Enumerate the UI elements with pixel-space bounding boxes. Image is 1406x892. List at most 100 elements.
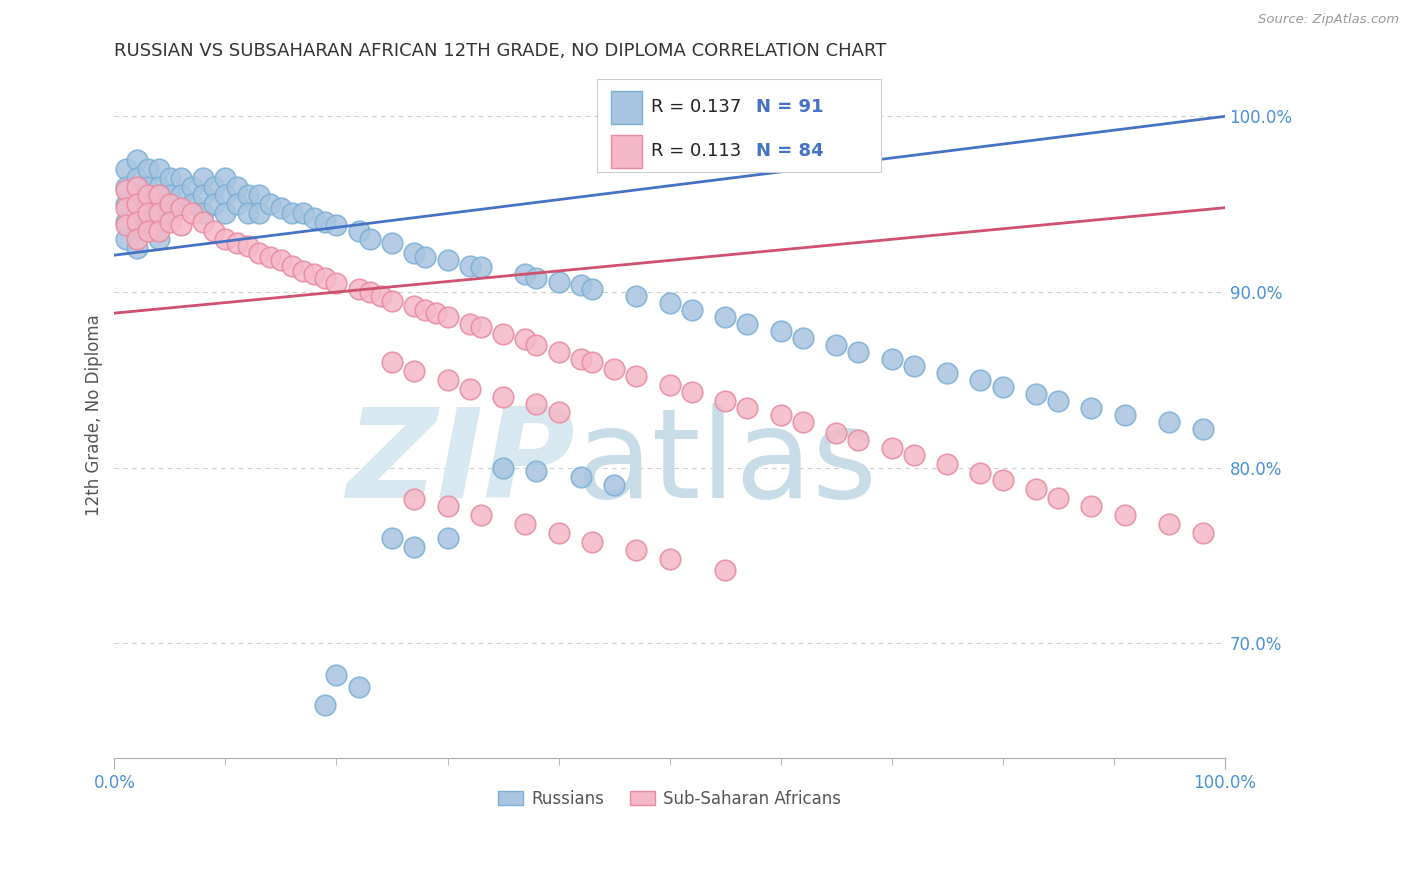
Point <box>524 464 547 478</box>
Point <box>603 362 626 376</box>
Point <box>547 404 569 418</box>
Point <box>792 331 814 345</box>
Point <box>225 235 247 250</box>
Point <box>193 170 215 185</box>
Point <box>458 259 481 273</box>
Point <box>1159 516 1181 531</box>
Point <box>581 281 603 295</box>
Point <box>202 179 225 194</box>
Point <box>214 170 236 185</box>
Point <box>903 449 925 463</box>
Point <box>247 188 270 202</box>
Point <box>936 457 959 471</box>
Point <box>125 179 148 194</box>
Point <box>991 380 1014 394</box>
Point <box>681 385 703 400</box>
Point <box>969 373 991 387</box>
Point <box>347 681 370 695</box>
Point <box>148 206 170 220</box>
Point <box>413 250 436 264</box>
Point <box>381 293 404 308</box>
Point <box>281 206 304 220</box>
Point <box>181 206 204 220</box>
Point <box>714 394 737 409</box>
Point <box>148 197 170 211</box>
Point <box>136 162 159 177</box>
Legend: Russians, Sub-Saharan Africans: Russians, Sub-Saharan Africans <box>492 783 848 814</box>
Point <box>425 306 447 320</box>
FancyBboxPatch shape <box>598 79 880 172</box>
Point <box>515 268 537 282</box>
Point <box>404 540 426 554</box>
Point <box>547 525 569 540</box>
Point <box>626 369 648 384</box>
Point <box>436 310 458 324</box>
Point <box>193 206 215 220</box>
Point <box>314 698 336 712</box>
Point <box>125 232 148 246</box>
Point <box>714 310 737 324</box>
Point <box>515 333 537 347</box>
Point <box>136 215 159 229</box>
Point <box>404 246 426 260</box>
Point <box>1191 525 1213 540</box>
Point <box>1047 491 1070 505</box>
Point <box>148 215 170 229</box>
Point <box>325 219 347 233</box>
Point <box>202 223 225 237</box>
Point <box>125 170 148 185</box>
Point <box>202 197 225 211</box>
Point <box>225 197 247 211</box>
Point <box>458 382 481 396</box>
Point <box>304 211 326 226</box>
Point <box>148 162 170 177</box>
Point <box>470 320 492 334</box>
Point <box>825 337 848 351</box>
Point <box>458 317 481 331</box>
Point <box>581 534 603 549</box>
Point <box>170 219 193 233</box>
Text: RUSSIAN VS SUBSAHARAN AFRICAN 12TH GRADE, NO DIPLOMA CORRELATION CHART: RUSSIAN VS SUBSAHARAN AFRICAN 12TH GRADE… <box>114 42 887 60</box>
Point <box>381 355 404 369</box>
Point <box>681 302 703 317</box>
Point <box>492 391 515 405</box>
Point <box>547 344 569 359</box>
Point <box>314 271 336 285</box>
Point <box>114 197 136 211</box>
Point <box>136 188 159 202</box>
Point <box>325 668 347 682</box>
Point <box>148 188 170 202</box>
Point <box>381 531 404 545</box>
Point <box>347 281 370 295</box>
Point <box>136 197 159 211</box>
Text: N = 84: N = 84 <box>756 142 824 161</box>
Point <box>292 206 315 220</box>
Point <box>114 162 136 177</box>
Point <box>236 206 259 220</box>
Point <box>436 253 458 268</box>
Point <box>1080 500 1102 514</box>
Point <box>270 253 292 268</box>
Point <box>492 327 515 342</box>
Point <box>193 188 215 202</box>
Point <box>159 206 181 220</box>
Point <box>470 260 492 275</box>
Point <box>247 206 270 220</box>
Point <box>114 201 136 215</box>
Point <box>1191 422 1213 436</box>
Point <box>436 531 458 545</box>
Point <box>214 188 236 202</box>
Text: ZIP: ZIP <box>346 402 575 524</box>
Point <box>136 179 159 194</box>
Point <box>515 516 537 531</box>
Point <box>304 268 326 282</box>
Point <box>347 223 370 237</box>
Point <box>136 223 159 237</box>
Point <box>170 188 193 202</box>
Text: Source: ZipAtlas.com: Source: ZipAtlas.com <box>1258 13 1399 27</box>
FancyBboxPatch shape <box>610 136 641 169</box>
Point <box>436 373 458 387</box>
Text: R = 0.113: R = 0.113 <box>651 142 741 161</box>
FancyBboxPatch shape <box>610 91 641 124</box>
Point <box>136 206 159 220</box>
